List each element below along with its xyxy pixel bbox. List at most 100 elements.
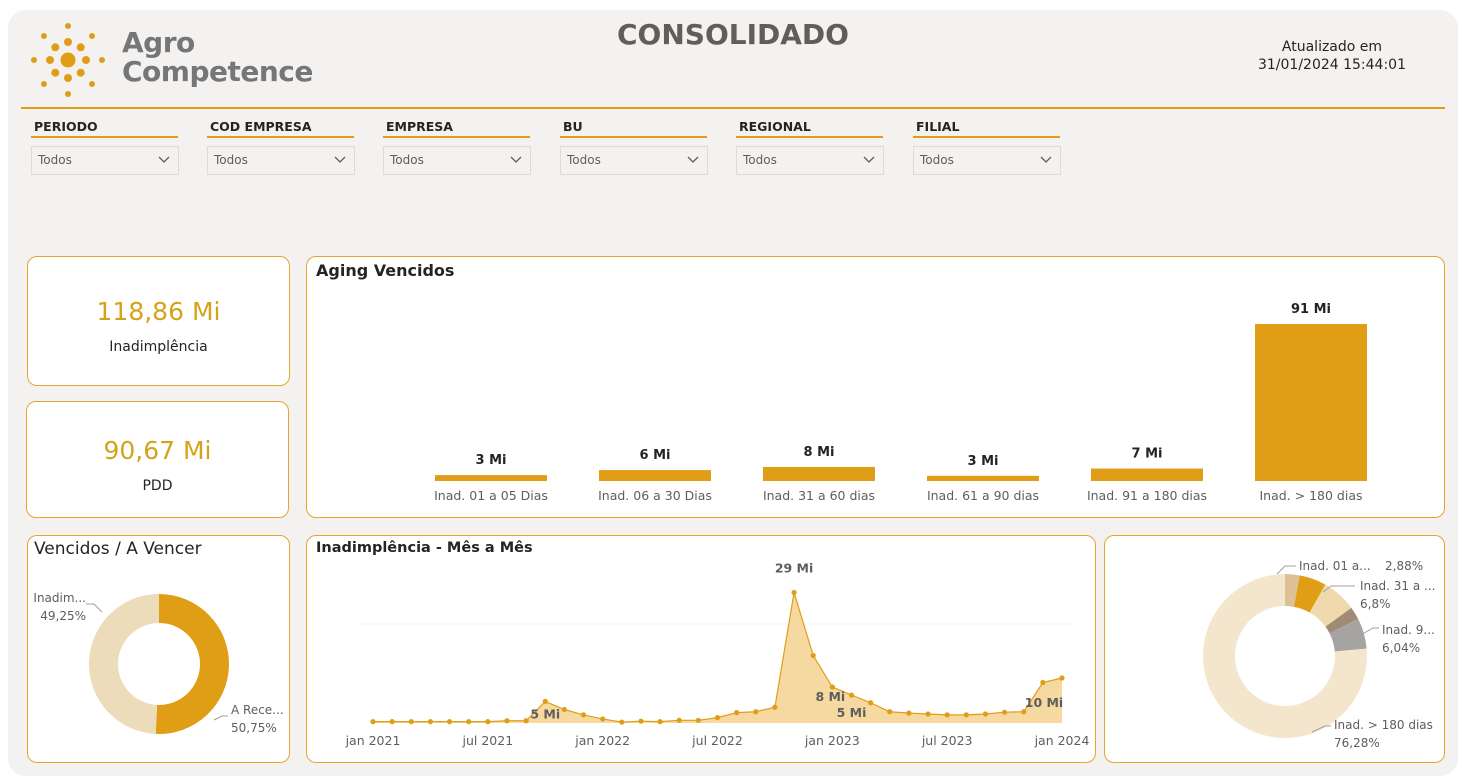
leader-line [86,603,103,613]
slicer-empresa: EMPRESA Todos [383,118,533,175]
aging-bar-chart: 3 Mi Inad. 01 a 05 Dias 6 Mi Inad. 06 a 30 … [434,302,1367,503]
data-point [600,716,606,722]
data-annotation: 5 Mi [530,706,560,721]
leader-line [1276,565,1296,575]
donut-slice-name: Inad. 01 a... [1299,559,1371,573]
chevron-down-icon [863,156,875,163]
data-point [829,684,835,690]
logo-outer-dot [40,32,47,39]
donut-slice [89,594,159,734]
slicer-regional: REGIONAL Todos [736,118,886,175]
periodo-dropdown[interactable]: Todos [31,146,179,175]
last-updated: Atualizado em 31/01/2024 15:44:01 [1258,38,1406,74]
slicer-title: COD EMPRESA [207,118,354,138]
aging-donut-chart: Inad. 01 a... 2,88% Inad. 31 a ... 6,8% Inad… [1203,559,1435,750]
kpi-card-pdd: 90,67 Mi PDD [26,401,289,518]
donut-slice [1309,584,1352,627]
aging-bar [927,475,1039,481]
data-point [1040,679,1046,686]
bar-data-label: 3 Mi [968,454,999,469]
area-fill [373,592,1062,723]
data-point [772,704,778,710]
slicer-filial: FILIAL Todos [913,118,1063,175]
leader-line [1358,627,1379,637]
logo-center-dot [60,52,76,68]
data-annotation: 29 Mi [775,561,813,576]
leader-line [213,715,228,721]
slicer-title: EMPRESA [383,118,530,138]
donut-slice [1203,574,1367,738]
logo-inner-dot [76,68,85,77]
bar-category-label: Inad. 31 a 60 dias [763,488,875,503]
bar-data-label: 8 Mi [804,445,835,460]
leader-line [1311,725,1331,733]
bar-data-label: 7 Mi [1132,447,1163,462]
data-annotation: 5 Mi [837,705,867,720]
data-point [542,698,548,704]
inadimplencia-area-chart: jan 2021 jul 2021 jan 2022 jul 2022 jan 2023… [345,561,1090,749]
data-point [887,709,893,715]
cod-empresa-dropdown[interactable]: Todos [207,146,355,175]
data-point [906,710,912,716]
kpi-label: PDD [142,478,173,494]
empresa-dropdown[interactable]: Todos [383,146,531,175]
data-point [466,719,472,725]
inadimplencia-mes-card: Inadimplência - Mês a Mês jan 2021 jul 20… [306,535,1096,763]
dropdown-value: Todos [920,153,954,167]
data-point [676,717,682,723]
dropdown-value: Todos [567,153,601,167]
slicer-title: REGIONAL [736,118,883,138]
logo-inner-dot [46,56,54,64]
donut-slice-percent: 6,8% [1360,597,1391,611]
vencidos-a-vencer-card: Vencidos / A Vencer Inadim... 49,25% A Rec… [27,535,290,763]
donut-slice-name: Inad. > 180 dias [1334,718,1433,732]
logo-outer-dot [65,91,71,97]
regional-dropdown[interactable]: Todos [736,146,884,175]
donut-slice-percent: 76,28% [1334,736,1380,750]
donut-slice-name: Inad. 9... [1382,623,1435,637]
bu-dropdown[interactable]: Todos [560,146,708,175]
logo-text: Agro Competence [122,28,313,86]
aging-bar [435,475,547,481]
x-tick-label: jul 2021 [462,733,514,748]
data-point [619,719,625,725]
filial-dropdown[interactable]: Todos [913,146,1061,175]
donut-slice [1325,607,1359,634]
donut-slice [155,594,230,734]
aging-bar [763,466,875,481]
data-point [427,719,434,725]
donut-slice-name: Inad. 31 a ... [1360,579,1435,593]
bar-data-label: 3 Mi [476,453,507,468]
chart-title: Aging Vencidos [316,261,455,280]
kpi-value: 90,67 Mi [103,436,212,465]
dropdown-value: Todos [743,153,777,167]
slicer-periodo: PERIODO Todos [31,118,181,175]
chevron-down-icon [1040,156,1052,163]
data-point [561,706,567,713]
data-point [925,711,931,717]
slicer-cod-empresa: COD EMPRESA Todos [207,118,357,175]
x-tick-label: jan 2024 [1034,733,1090,748]
kpi-value: 118,86 Mi [96,297,221,326]
logo-line-1: Agro [122,26,195,59]
data-point [963,712,969,718]
logo-inner-dot [76,43,85,52]
data-point [734,710,740,716]
logo-outer-dot [31,57,37,63]
vencidos-donut-chart: Inadim... 49,25% A Rece... 50,75% [33,591,284,735]
data-point [638,718,644,724]
donut-slice [1294,575,1326,613]
donut-slice-name: A Rece... [231,703,284,717]
donut-slice [1329,618,1367,652]
data-point [504,718,510,724]
slicer-title: FILIAL [913,118,1060,138]
donut-slice-percent: 50,75% [231,721,277,735]
logo-outer-dot [99,57,105,63]
data-annotation: 10 Mi [1025,695,1063,710]
data-point [868,700,874,706]
kpi-label: Inadimplência [109,339,208,355]
data-point [657,719,663,725]
chart-title: Vencidos / A Vencer [34,539,202,559]
sun-logo-icon [31,23,105,97]
chevron-down-icon [334,156,346,163]
